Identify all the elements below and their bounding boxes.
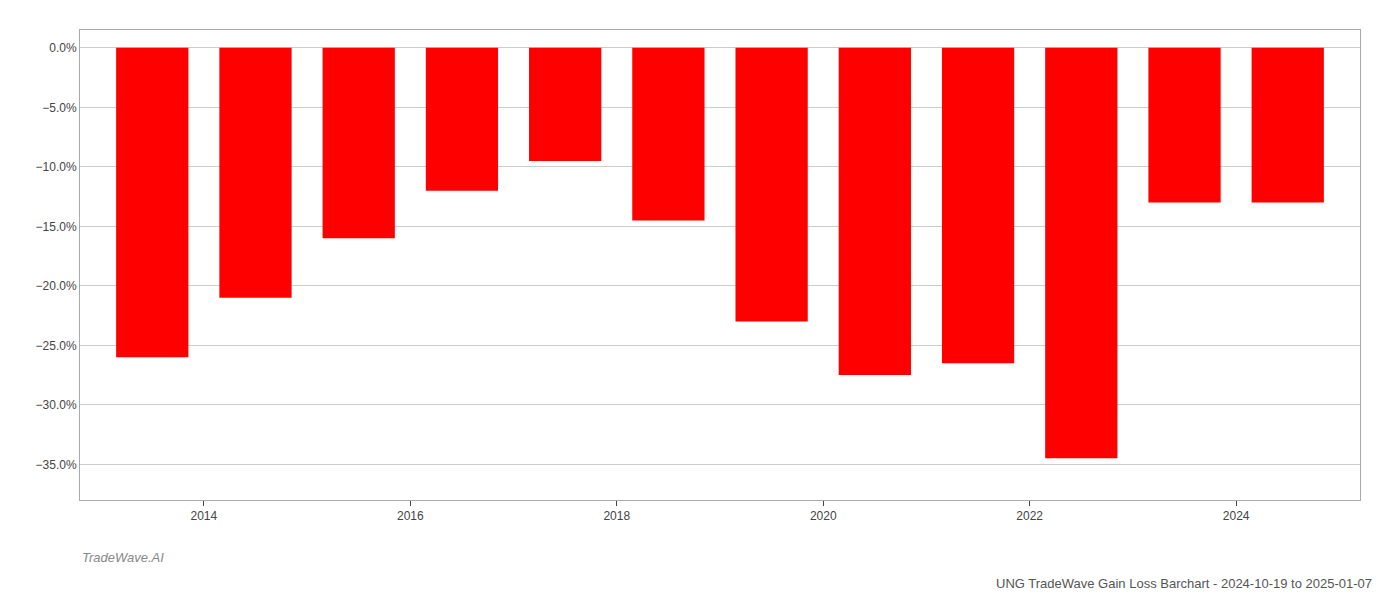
svg-text:−30.0%: −30.0% <box>36 398 77 412</box>
svg-text:2014: 2014 <box>191 509 218 523</box>
svg-text:2020: 2020 <box>810 509 837 523</box>
svg-text:2018: 2018 <box>603 509 630 523</box>
svg-text:UNG TradeWave Gain Loss Barcha: UNG TradeWave Gain Loss Barchart - 2024-… <box>996 576 1372 591</box>
svg-text:−10.0%: −10.0% <box>36 160 77 174</box>
svg-text:0.0%: 0.0% <box>49 41 77 55</box>
svg-text:2024: 2024 <box>1223 509 1250 523</box>
svg-text:2022: 2022 <box>1016 509 1043 523</box>
svg-text:−5.0%: −5.0% <box>42 101 77 115</box>
svg-text:−15.0%: −15.0% <box>36 220 77 234</box>
svg-text:TradeWave.AI: TradeWave.AI <box>82 550 164 565</box>
svg-text:−25.0%: −25.0% <box>36 339 77 353</box>
svg-text:−35.0%: −35.0% <box>36 458 77 472</box>
svg-text:−20.0%: −20.0% <box>36 279 77 293</box>
svg-text:2016: 2016 <box>397 509 424 523</box>
